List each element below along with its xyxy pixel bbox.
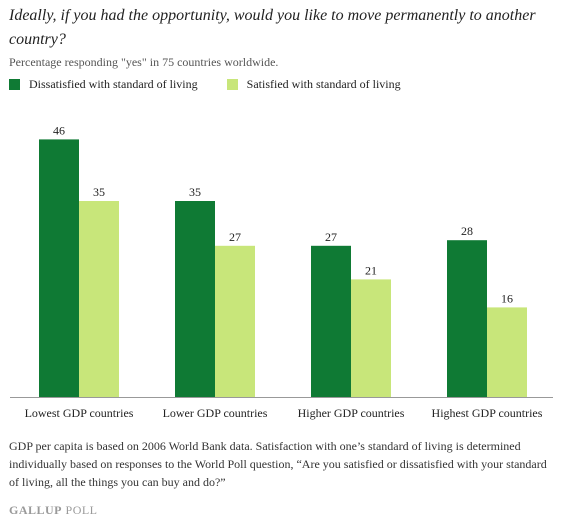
data-label-satisfied-3: 21 bbox=[365, 263, 377, 277]
legend-item-satisfied: Satisfied with standard of living bbox=[226, 77, 401, 92]
bar-satisfied-3 bbox=[351, 279, 391, 397]
legend-swatch-satisfied bbox=[226, 79, 238, 90]
bar-dissatisfied-2 bbox=[175, 201, 215, 397]
data-label-satisfied-2: 27 bbox=[229, 230, 241, 244]
legend-label-dissatisfied: Dissatisfied with standard of living bbox=[29, 77, 198, 91]
legend: Dissatisfied with standard of living Sat… bbox=[9, 77, 430, 92]
bar-chart: 46 35 Lowest GDP countries 35 27 Lower GDP co… bbox=[10, 123, 553, 420]
chart-subtitle: Percentage responding "yes" in 75 countr… bbox=[9, 55, 279, 69]
bar-satisfied-4 bbox=[487, 307, 527, 397]
legend-label-satisfied: Satisfied with standard of living bbox=[246, 77, 401, 91]
bar-dissatisfied-1 bbox=[39, 139, 79, 397]
category-label-4: Highest GDP countries bbox=[432, 406, 543, 420]
legend-item-dissatisfied: Dissatisfied with standard of living bbox=[9, 77, 198, 92]
category-label-3: Higher GDP countries bbox=[298, 406, 405, 420]
chart-title: Ideally, if you had the opportunity, wou… bbox=[9, 7, 536, 48]
data-label-satisfied-1: 35 bbox=[93, 185, 105, 199]
data-label-dissatisfied-3: 27 bbox=[325, 230, 337, 244]
bar-dissatisfied-4 bbox=[447, 240, 487, 397]
bar-satisfied-2 bbox=[215, 245, 255, 397]
category-label-1: Lowest GDP countries bbox=[25, 406, 134, 420]
data-label-dissatisfied-4: 28 bbox=[461, 224, 473, 238]
legend-swatch-dissatisfied bbox=[9, 79, 20, 90]
brand-logo: GALLUP POLL bbox=[9, 503, 98, 517]
data-label-dissatisfied-1: 46 bbox=[53, 123, 65, 137]
data-label-satisfied-4: 16 bbox=[501, 291, 513, 305]
category-label-2: Lower GDP countries bbox=[163, 406, 268, 420]
footnote: GDP per capita is based on 2006 World Ba… bbox=[9, 439, 547, 489]
bar-dissatisfied-3 bbox=[311, 245, 351, 397]
bar-satisfied-1 bbox=[79, 201, 119, 397]
data-label-dissatisfied-2: 35 bbox=[189, 185, 201, 199]
